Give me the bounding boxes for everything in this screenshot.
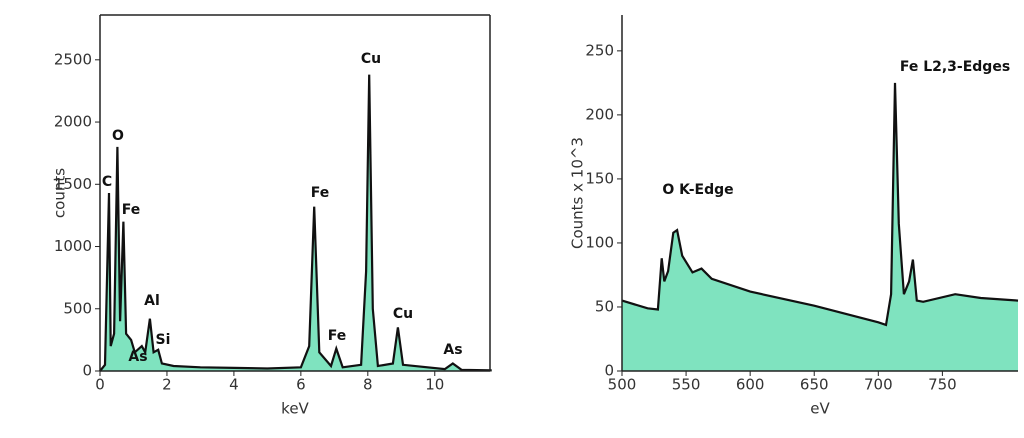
x-tick-label: 6 — [296, 376, 306, 394]
x-tick-label: 4 — [229, 376, 239, 394]
x-tick-label: 650 — [800, 376, 829, 394]
y-tick-label: 2500 — [54, 50, 92, 68]
peak-label: Fe L2,3-Edges — [900, 59, 1010, 75]
peak-label: C — [102, 174, 112, 190]
y-tick-label: 2000 — [54, 113, 92, 131]
y-tick-label: 150 — [585, 169, 614, 187]
peak-label: Fe — [122, 202, 141, 218]
peak-label: O K-Edge — [662, 182, 733, 198]
peak-label: As — [443, 342, 462, 358]
y-tick-label: 1000 — [54, 237, 92, 255]
y-tick-label: 100 — [585, 233, 614, 251]
x-axis-label: keV — [281, 400, 309, 418]
area-fill — [622, 82, 1018, 372]
x-tick-label: 10 — [425, 376, 444, 394]
peak-label: Al — [144, 293, 160, 309]
y-axis-label: counts — [51, 168, 69, 218]
y-tick-label: 50 — [595, 297, 614, 315]
x-tick-label: 0 — [95, 376, 105, 394]
x-tick-label: 550 — [672, 376, 701, 394]
y-tick-label: 200 — [585, 105, 614, 123]
peak-label: As — [128, 349, 147, 365]
peak-label: Fe — [328, 328, 347, 344]
x-tick-label: 500 — [608, 376, 637, 394]
y-tick-label: 500 — [63, 299, 92, 317]
y-tick-label: 0 — [82, 362, 92, 380]
x-tick-label: 700 — [864, 376, 893, 394]
peak-label: O — [112, 128, 124, 144]
spectrum-line — [621, 82, 1019, 327]
peak-label: Cu — [361, 51, 381, 67]
area-fill — [100, 74, 492, 371]
x-tick-label: 8 — [363, 376, 373, 394]
y-axis-label: Counts x 10^3 — [569, 137, 587, 249]
x-axis-label: eV — [810, 400, 830, 418]
peak-label: Cu — [393, 306, 413, 322]
x-tick-label: 750 — [928, 376, 957, 394]
spectrum-line — [99, 74, 492, 372]
y-tick-label: 1500 — [54, 175, 92, 193]
y-tick-label: 0 — [604, 362, 614, 380]
y-tick-label: 250 — [585, 41, 614, 59]
peak-label: Si — [156, 332, 171, 348]
x-tick-label: 2 — [162, 376, 172, 394]
x-tick-label: 600 — [736, 376, 765, 394]
peak-label: Fe — [311, 185, 330, 201]
